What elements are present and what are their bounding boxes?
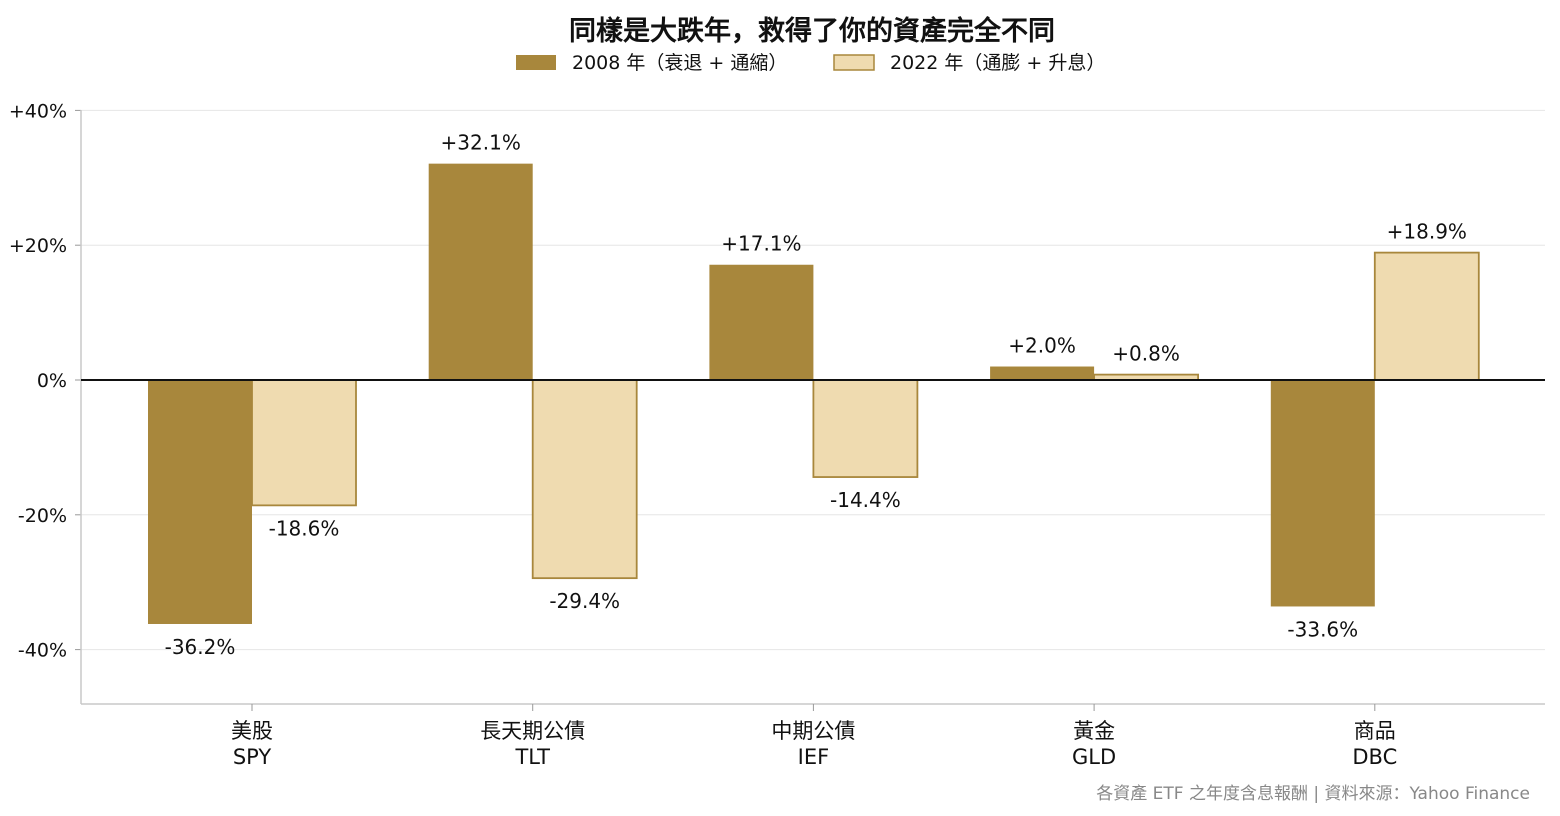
bar-GLD-2008 xyxy=(990,366,1095,380)
source-note: 各資產 ETF 之年度含息報酬 | 資料來源：Yahoo Finance xyxy=(1096,784,1530,804)
data-label: -33.6% xyxy=(1287,617,1358,641)
x-tick-label-name: 美股 xyxy=(231,719,273,743)
data-labels: -36.2% -18.6% +32.1% -29.4% +17.1% -14.4% +2.0… xyxy=(165,131,1467,659)
legend-swatch-2022 xyxy=(833,54,875,71)
x-tick-label-name: 商品 xyxy=(1354,719,1396,743)
bar-DBC-2022 xyxy=(1373,251,1480,381)
x-tick-label-name: 長天期公債 xyxy=(480,719,585,743)
grid xyxy=(81,109,1545,651)
bar-TLT-2022 xyxy=(531,379,638,580)
data-label: -14.4% xyxy=(830,488,901,512)
bar-DBC-2008 xyxy=(1270,380,1375,607)
x-tick-label-name: 黃金 xyxy=(1073,719,1115,743)
x-tick-label-ticker: SPY xyxy=(233,745,272,769)
y-tick-label: +40% xyxy=(9,100,67,122)
y-tick-label: 0% xyxy=(37,370,67,392)
chart-title: 同樣是大跌年，救得了你的資產完全不同 xyxy=(569,15,1055,47)
data-label: +2.0% xyxy=(1008,334,1076,358)
x-tick-label-name: 中期公債 xyxy=(771,719,855,743)
data-label: +18.9% xyxy=(1387,220,1467,244)
y-tick-label: -40% xyxy=(18,640,67,662)
legend-label-2022: 2022 年（通膨 + 升息） xyxy=(890,52,1105,74)
y-tick-label: +20% xyxy=(9,235,67,257)
data-label: +17.1% xyxy=(721,232,801,256)
bar-IEF-2022 xyxy=(812,379,919,478)
bar-TLT-2008 xyxy=(428,163,533,380)
data-label: -18.6% xyxy=(269,516,340,540)
bar-IEF-2008 xyxy=(709,264,814,380)
x-tick-label-ticker: DBC xyxy=(1352,745,1397,769)
legend-label-2008: 2008 年（衰退 + 通縮） xyxy=(572,52,787,74)
legend-swatch-2008 xyxy=(516,55,556,70)
bar-SPY-2022 xyxy=(251,379,357,507)
x-tick-label-ticker: GLD xyxy=(1072,745,1116,769)
data-label: +32.1% xyxy=(441,131,521,155)
data-label: +0.8% xyxy=(1112,342,1180,366)
data-label: -36.2% xyxy=(165,635,236,659)
legend: 2008 年（衰退 + 通縮） 2022 年（通膨 + 升息） xyxy=(516,52,1105,74)
bar-SPY-2008 xyxy=(148,380,252,624)
data-label: -29.4% xyxy=(549,589,620,613)
bars xyxy=(148,163,1480,624)
x-tick-label-ticker: TLT xyxy=(514,745,550,769)
x-tick-label-ticker: IEF xyxy=(798,745,830,769)
y-tick-label: -20% xyxy=(18,505,67,527)
